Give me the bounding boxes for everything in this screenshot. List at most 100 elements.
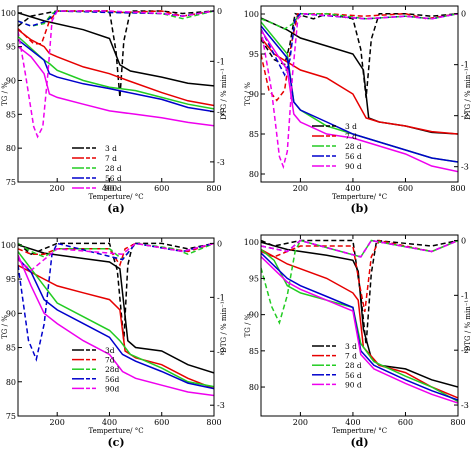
dtg-line-90d [261, 239, 458, 258]
panel-d: 200 400 600 800 80 85 90 95 100 0 -1 -2 -3 Temperture… [244, 234, 472, 449]
dtg-line-56d [18, 242, 214, 362]
y-tick-label: 85 [6, 110, 16, 119]
x-tick-label: 800 [450, 184, 465, 193]
dtg-line-90d [261, 12, 458, 170]
y-tick-label: 100 [1, 9, 16, 18]
dtg-line-7d [261, 12, 458, 102]
x-tick-label: 400 [345, 184, 360, 193]
y-axis-label: TG / % [1, 82, 9, 106]
legend-label: 28d [105, 365, 120, 374]
panel-label: (a) [107, 202, 125, 215]
y-axis-label: TG / % [1, 315, 9, 339]
y-tick-label: 90 [6, 76, 16, 85]
dtg-line-56d [18, 10, 214, 27]
legend-label: 56d [105, 375, 120, 384]
y2-tick-label: 0 [217, 239, 222, 248]
plot-frame [17, 5, 215, 183]
legend-label: 3 d [345, 342, 357, 351]
dtg-line-3d [18, 10, 214, 98]
y-tick-label: 80 [6, 144, 16, 153]
legend-label: 3 d [105, 144, 117, 153]
y2-tick-label: 0 [217, 7, 222, 16]
legend-label: 7 d [105, 154, 117, 163]
legend-label: 56 d [345, 152, 362, 161]
y-tick-label: 95 [249, 274, 259, 283]
tg-line-3d [261, 241, 458, 388]
y-tick-label: 95 [6, 275, 16, 284]
legend-label: 28 d [345, 142, 362, 151]
x-tick-label: 800 [450, 418, 465, 427]
legend-label: 7 d [345, 132, 357, 141]
tg-line-7d [261, 248, 458, 399]
x-tick-label: 200 [293, 418, 308, 427]
y-tick-label: 100 [1, 241, 16, 250]
y2-tick-label: -3 [217, 401, 225, 410]
y-tick-label: 100 [244, 238, 259, 247]
panel-label: (b) [350, 202, 368, 215]
legend-label: 3d [105, 346, 115, 355]
legend-label: 28 d [345, 361, 362, 370]
panel-c: 200 400 600 800 75 80 85 90 95 100 0 -1 -2 -3 Tempertu… [1, 237, 228, 449]
y-tick-label: 75 [6, 412, 16, 421]
panel-label: (c) [107, 436, 124, 449]
x-axis-label: Temperture/ °C [332, 193, 387, 201]
legend-label: 90d [105, 384, 120, 393]
x-axis-label: Temperture/ °C [332, 427, 387, 435]
x-tick-label: 400 [345, 418, 360, 427]
y-axis-label: TG / % [244, 313, 252, 337]
legend-label: 56 d [105, 174, 122, 183]
legend-label: 7 d [345, 352, 357, 361]
tg-line-7d [18, 264, 214, 390]
x-tick-label: 200 [50, 184, 65, 193]
dtg-line-28d [261, 12, 458, 30]
y2-tick-label: -2 [217, 347, 225, 356]
y-tick-label: 85 [249, 347, 259, 356]
panel-a: 200 400 600 800 75 80 85 90 95 100 0 -1 -2 -3 Tempertu… [1, 5, 228, 215]
dtg-line-3d [261, 239, 458, 345]
y-tick-label: 75 [6, 178, 16, 187]
legend-label: 3 d [345, 122, 357, 131]
y2-axis-label: DTG / % min⁻¹ [464, 300, 472, 352]
tg-line-90d [261, 29, 458, 173]
x-tick-label: 400 [102, 184, 117, 193]
x-tick-label: 600 [398, 418, 413, 427]
dtg-line-28d [18, 242, 214, 261]
legend-label: 90 d [105, 184, 122, 193]
legend-label: 7d [105, 356, 115, 365]
y-tick-label: 85 [6, 344, 16, 353]
x-axis-label: Temperture/ °C [88, 193, 143, 201]
legend-label: 28 d [105, 164, 122, 173]
tg-line-90d [18, 46, 214, 127]
y-tick-label: 90 [249, 90, 259, 99]
tg-line-90d [261, 256, 458, 404]
tg-line-56d [18, 257, 214, 390]
y2-tick-label: -3 [217, 158, 225, 167]
y-tick-label: 100 [244, 10, 259, 19]
dtg-line-90d [18, 242, 214, 272]
y2-tick-label: -3 [461, 401, 469, 410]
x-tick-label: 400 [102, 418, 117, 427]
y2-axis-label: DTG / % min⁻¹ [464, 68, 472, 120]
tg-line-3d [18, 12, 214, 87]
x-tick-label: 600 [154, 184, 169, 193]
y2-tick-label: -2 [217, 108, 225, 117]
y-tick-label: 95 [249, 50, 259, 59]
plot-frame [260, 234, 459, 417]
tg-line-56d [261, 25, 458, 163]
legend-label: 56 d [345, 371, 362, 380]
y-tick-label: 95 [6, 43, 16, 52]
legend-label: 90 d [345, 162, 362, 171]
tg-line-90d [18, 254, 214, 397]
panel-label: (d) [350, 436, 368, 449]
legend: 3 d7 d28 d56 d90 d [312, 342, 362, 389]
x-tick-label: 200 [293, 184, 308, 193]
y2-tick-label: -3 [461, 163, 469, 172]
x-tick-label: 200 [50, 418, 65, 427]
tg-line-28d [18, 251, 214, 388]
y-tick-label: 85 [249, 130, 259, 139]
plot-frame [17, 237, 215, 417]
legend: 3 d7 d28 d56 d90 d [312, 122, 362, 171]
x-axis-label: Temperture/ °C [88, 427, 143, 435]
y-tick-label: 80 [249, 383, 259, 392]
